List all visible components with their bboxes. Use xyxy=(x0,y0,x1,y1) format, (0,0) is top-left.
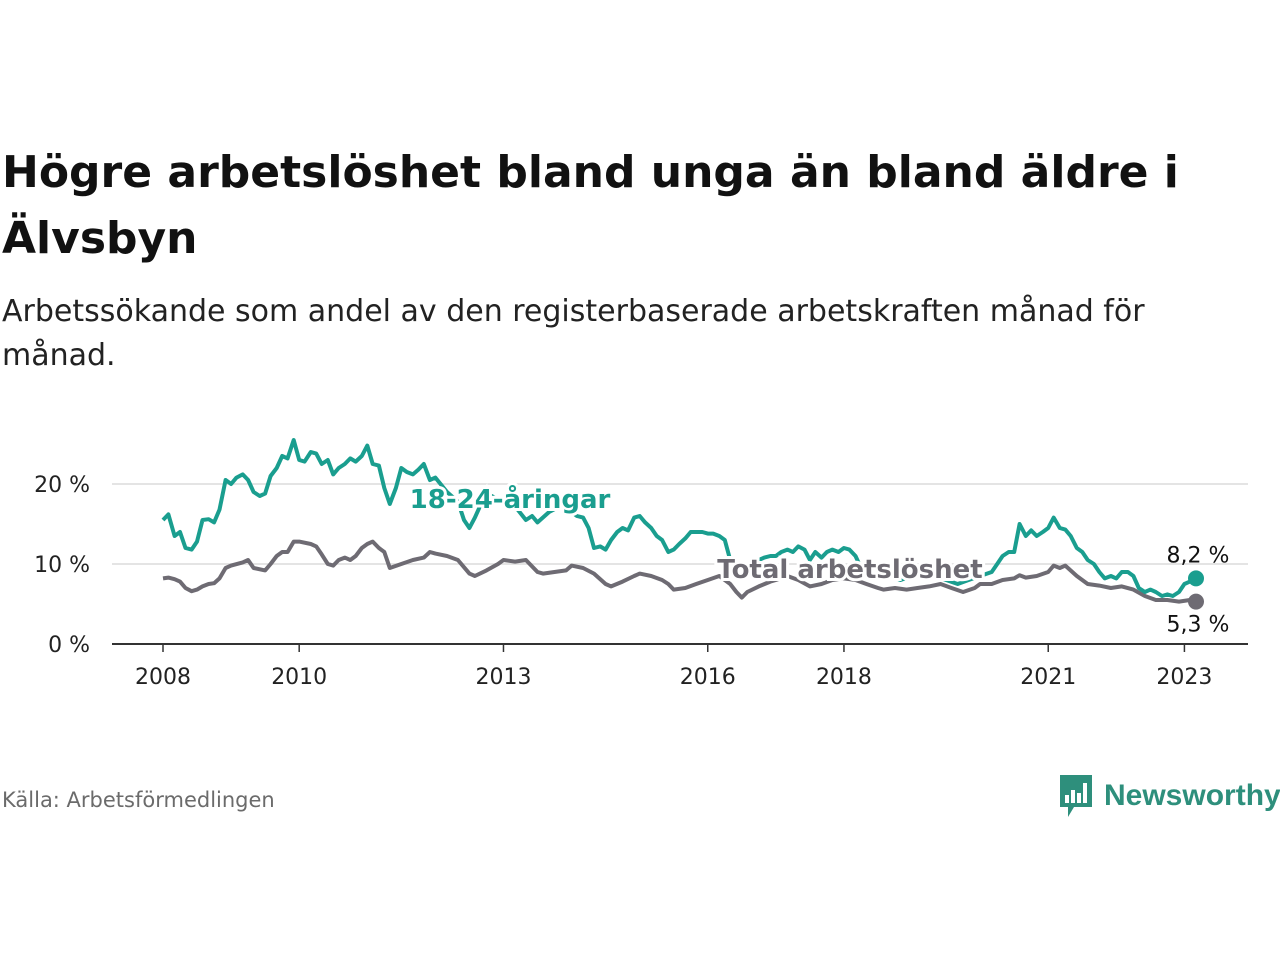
end-point-total xyxy=(1188,593,1204,610)
end-point-youth xyxy=(1188,570,1204,587)
bar-chart-speech-icon xyxy=(1060,775,1092,817)
brand-logo: Newsworthy xyxy=(1058,772,1280,820)
x-tick-label: 2008 xyxy=(135,665,191,690)
y-tick-label: 0 % xyxy=(48,633,90,658)
series-line-total xyxy=(162,539,1197,604)
x-tick-label: 2021 xyxy=(1020,665,1076,690)
grid-lines xyxy=(112,483,1248,565)
x-tick-label: 2023 xyxy=(1156,665,1212,690)
source-note: Källa: Arbetsförmedlingen xyxy=(2,788,275,812)
line-chart: 0 % 10 % 20 % 2008 2010 2013 2016 2018 2021 2023… xyxy=(34,438,1248,690)
y-tick-label: 20 % xyxy=(34,473,90,498)
x-axis-ticks: 2008 2010 2013 2016 2018 2021 2023 xyxy=(135,644,1212,690)
series-labels: 5,3 % 8,2 % 18-24-åringar Total arbetslöshe… xyxy=(407,480,1230,638)
end-value-youth: 8,2 % xyxy=(1167,543,1230,568)
y-tick-label: 10 % xyxy=(34,553,90,578)
x-tick-label: 2018 xyxy=(816,665,872,690)
end-value-total: 5,3 % xyxy=(1167,613,1230,638)
series-label-total: Total arbetslöshet xyxy=(717,555,982,585)
series-label-youth: 18-24-åringar xyxy=(410,483,611,515)
x-tick-label: 2013 xyxy=(475,665,531,690)
y-axis-ticks: 0 % 10 % 20 % xyxy=(34,473,90,658)
x-tick-label: 2016 xyxy=(680,665,736,690)
series-line-youth xyxy=(161,438,1197,598)
x-tick-label: 2010 xyxy=(271,665,327,690)
series-lines xyxy=(161,438,1204,610)
chart-title: Högre arbetslöshet bland unga än bland ä… xyxy=(2,147,1179,264)
chart-subtitle: Arbetssökande som andel av den registerb… xyxy=(2,294,1145,373)
brand-name: Newsworthy xyxy=(1104,779,1280,812)
